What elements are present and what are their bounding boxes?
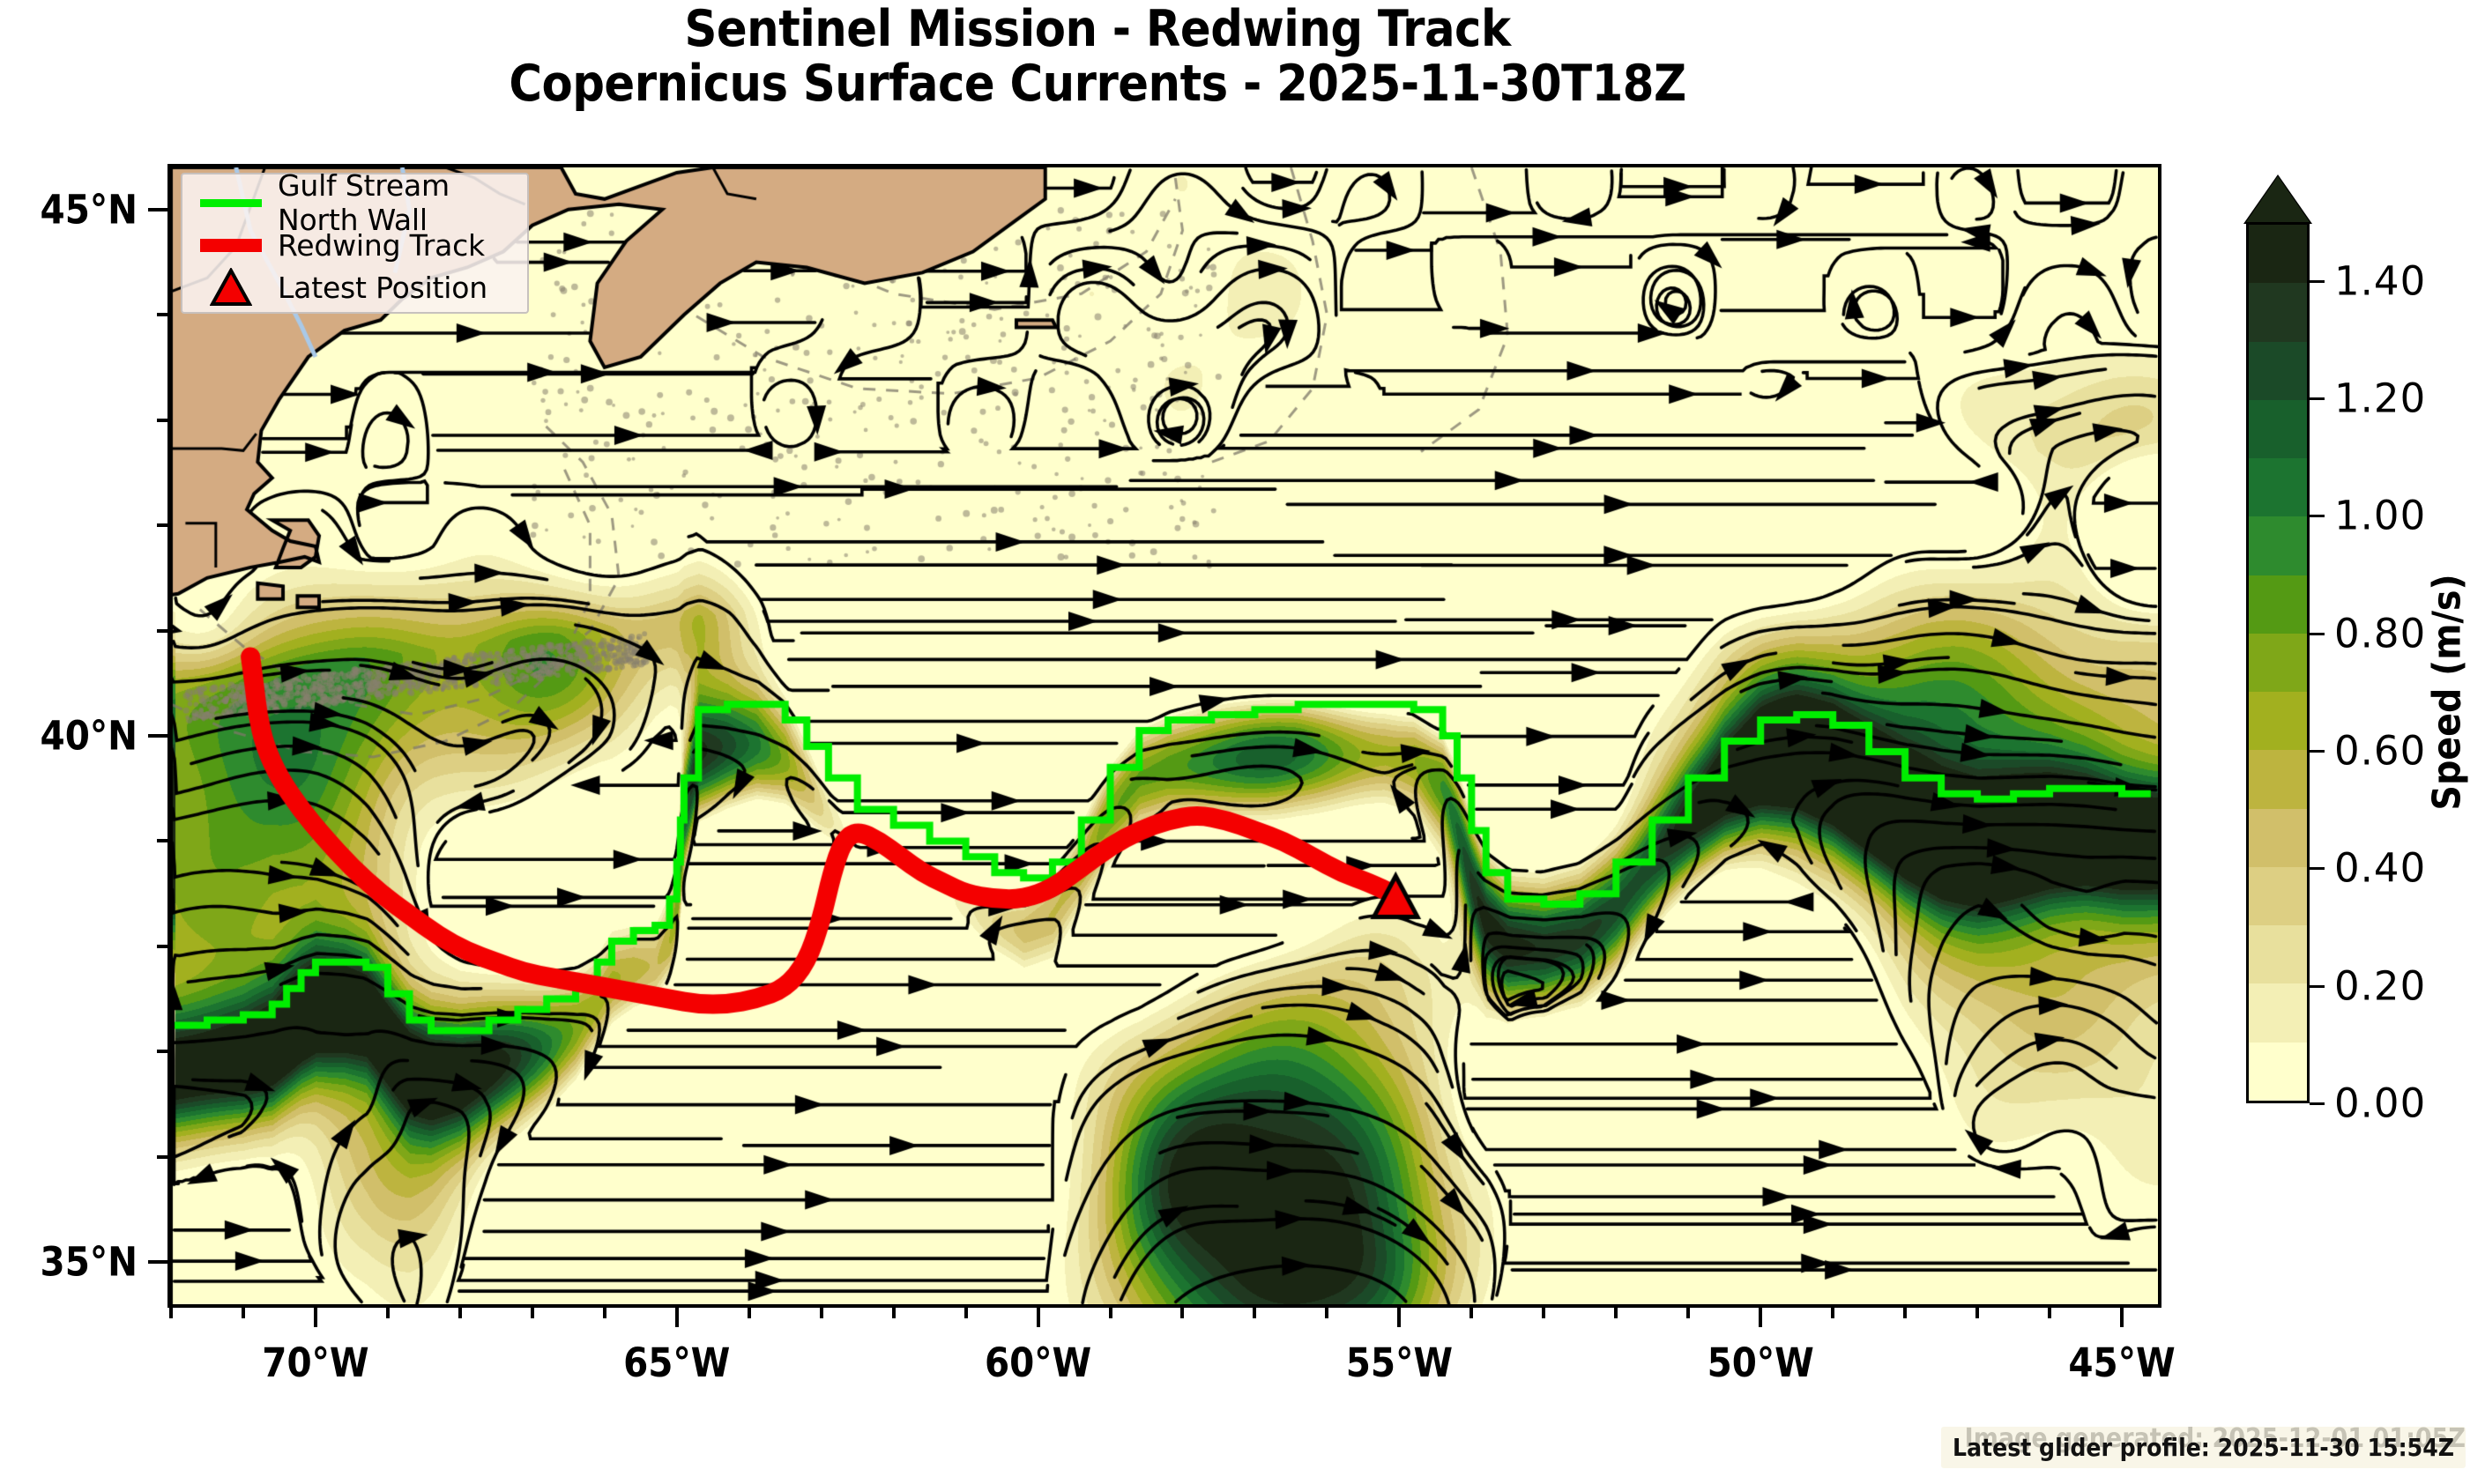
colorbar-tick-label: 0.60 bbox=[2334, 727, 2427, 775]
colorbar-tick-label: 0.00 bbox=[2334, 1080, 2427, 1127]
x-axis-tick-label: 50°W bbox=[1707, 1339, 1814, 1386]
y-axis-tick-label: 40°N bbox=[40, 712, 138, 760]
y-axis-minor-tick bbox=[157, 1050, 167, 1054]
colorbar-segment bbox=[2249, 983, 2307, 1043]
y-axis-minor-tick bbox=[157, 628, 167, 633]
y-axis-major-tick bbox=[148, 1260, 167, 1265]
glider-profile-annotation: Latest glider profile: 2025-11-30 15:54Z bbox=[1941, 1427, 2466, 1468]
x-axis-minor-tick bbox=[1686, 1308, 1691, 1318]
y-axis-major-tick bbox=[148, 734, 167, 738]
green-line-swatch-icon bbox=[200, 198, 262, 207]
colorbar-segment bbox=[2249, 283, 2307, 342]
x-axis-minor-tick bbox=[1614, 1308, 1618, 1318]
x-axis-minor-tick bbox=[385, 1308, 390, 1318]
legend-label-latest-position: Latest Position bbox=[278, 270, 487, 305]
x-axis-minor-tick bbox=[747, 1308, 751, 1318]
colorbar-tick-label: 0.20 bbox=[2334, 962, 2427, 1010]
x-axis-minor-tick bbox=[530, 1308, 534, 1318]
colorbar-segment bbox=[2249, 458, 2307, 517]
x-axis-tick-label: 65°W bbox=[623, 1339, 731, 1386]
y-axis-minor-tick bbox=[157, 523, 167, 528]
x-axis-tick-label: 55°W bbox=[1345, 1339, 1453, 1386]
x-axis-minor-tick bbox=[1253, 1308, 1257, 1318]
y-axis-minor-tick bbox=[157, 418, 167, 422]
colorbar-tick bbox=[2310, 750, 2325, 753]
colorbar-tick bbox=[2310, 984, 2325, 988]
x-axis-minor-tick bbox=[241, 1308, 245, 1318]
legend-label-gulf-stream: Gulf Stream North Wall bbox=[278, 168, 450, 237]
x-axis-minor-tick bbox=[1469, 1308, 1474, 1318]
x-axis-minor-tick bbox=[1831, 1308, 1835, 1318]
y-axis-tick-label: 35°N bbox=[40, 1238, 138, 1286]
page-title: Sentinel Mission - Redwing Track Coperni… bbox=[0, 0, 2195, 111]
colorbar-tick-label: 0.40 bbox=[2334, 844, 2427, 892]
y-axis-minor-tick bbox=[157, 944, 167, 948]
legend-label-redwing-track: Redwing Track bbox=[278, 227, 485, 263]
colorbar-tick-label: 1.20 bbox=[2334, 375, 2427, 422]
legend-item-gulf-stream: Gulf Stream North Wall bbox=[182, 168, 527, 237]
colorbar-segment bbox=[2249, 341, 2307, 400]
colorbar-segment bbox=[2249, 866, 2307, 926]
x-axis-minor-tick bbox=[1975, 1308, 1980, 1318]
title-line-2: Copernicus Surface Currents - 2025-11-30… bbox=[509, 55, 1686, 113]
x-axis-major-tick bbox=[1759, 1308, 1763, 1327]
colorbar-tick bbox=[2310, 279, 2325, 283]
colorbar-segment bbox=[2249, 516, 2307, 575]
map-plot-area[interactable] bbox=[167, 164, 2161, 1308]
x-axis-minor-tick bbox=[1325, 1308, 1329, 1318]
map-legend: Gulf Stream North Wall Redwing Track Lat… bbox=[181, 168, 529, 314]
y-axis-minor-tick bbox=[157, 1154, 167, 1159]
legend-item-latest-position: Latest Position bbox=[182, 266, 527, 308]
x-axis-tick-label: 70°W bbox=[262, 1339, 369, 1386]
colorbar-axis-label: Speed (m/s) bbox=[2424, 574, 2470, 811]
colorbar-segment bbox=[2249, 399, 2307, 459]
x-axis-major-tick bbox=[2120, 1308, 2124, 1327]
colorbar-extend-arrow bbox=[2246, 176, 2310, 222]
colorbar-segment bbox=[2249, 225, 2307, 284]
colorbar-segment bbox=[2249, 1042, 2307, 1101]
colorbar-tick-label: 0.80 bbox=[2334, 610, 2427, 657]
legend-item-redwing-track: Redwing Track bbox=[182, 224, 527, 266]
current-speed-map-canvas bbox=[171, 167, 2158, 1304]
x-axis-tick-label: 45°W bbox=[2068, 1339, 2176, 1386]
colorbar-gradient bbox=[2246, 222, 2310, 1103]
colorbar-tick bbox=[2310, 632, 2325, 635]
red-line-swatch-icon bbox=[200, 238, 262, 252]
x-axis-minor-tick bbox=[1180, 1308, 1185, 1318]
x-axis-minor-tick bbox=[819, 1308, 823, 1318]
x-axis-tick-label: 60°W bbox=[984, 1339, 1092, 1386]
x-axis-minor-tick bbox=[1903, 1308, 1908, 1318]
x-axis-minor-tick bbox=[458, 1308, 462, 1318]
colorbar-tick bbox=[2310, 397, 2325, 400]
colorbar-segment bbox=[2249, 925, 2307, 984]
colorbar-tick-label: 1.40 bbox=[2334, 257, 2427, 305]
y-axis-minor-tick bbox=[157, 313, 167, 317]
colorbar-segment bbox=[2249, 692, 2307, 751]
colorbar-tick bbox=[2310, 515, 2325, 518]
x-axis-minor-tick bbox=[891, 1308, 896, 1318]
y-axis-tick-label: 45°N bbox=[40, 186, 138, 234]
colorbar-tick-label: 1.00 bbox=[2334, 492, 2427, 539]
x-axis-minor-tick bbox=[169, 1308, 173, 1318]
colorbar-tick bbox=[2310, 867, 2325, 871]
red-triangle-marker-icon bbox=[200, 268, 262, 307]
colorbar-segment bbox=[2249, 575, 2307, 634]
x-axis-minor-tick bbox=[963, 1308, 968, 1318]
x-axis-major-tick bbox=[313, 1308, 317, 1327]
x-axis-major-tick bbox=[674, 1308, 679, 1327]
colorbar-segment bbox=[2249, 633, 2307, 693]
y-axis-major-tick bbox=[148, 207, 167, 211]
colorbar-tick bbox=[2310, 1102, 2325, 1105]
x-axis-major-tick bbox=[1036, 1308, 1040, 1327]
colorbar-segment bbox=[2249, 808, 2307, 867]
y-axis-minor-tick bbox=[157, 839, 167, 843]
x-axis-minor-tick bbox=[602, 1308, 606, 1318]
x-axis-minor-tick bbox=[1542, 1308, 1546, 1318]
x-axis-minor-tick bbox=[2048, 1308, 2052, 1318]
x-axis-major-tick bbox=[1397, 1308, 1402, 1327]
title-line-1: Sentinel Mission - Redwing Track bbox=[684, 0, 1511, 58]
colorbar-segment bbox=[2249, 750, 2307, 809]
x-axis-minor-tick bbox=[1108, 1308, 1112, 1318]
colorbar: 1.40 1.20 1.00 0.80 0.60 0.40 0.20 0.00 Speed (… bbox=[2243, 174, 2475, 1190]
